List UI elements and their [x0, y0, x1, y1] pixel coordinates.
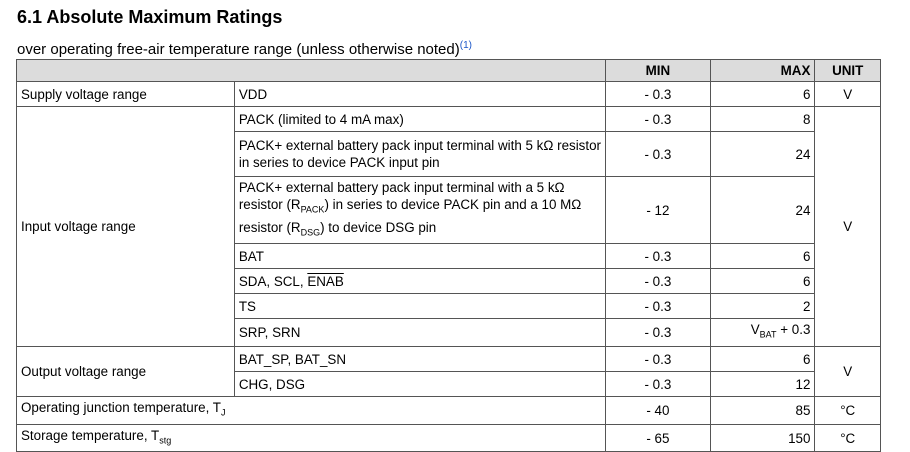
min-output-2: - 0.3: [605, 371, 711, 398]
header-max: MAX: [709, 59, 816, 82]
header-param: [15, 59, 607, 82]
max-output-2: 12: [709, 371, 816, 398]
min-input-2: - 0.3: [605, 131, 711, 177]
cond-input-2: PACK+ external battery pack input termin…: [233, 131, 607, 177]
min-storage: - 65: [605, 423, 711, 452]
cond-supply: VDD: [233, 81, 607, 107]
cond-input-3-b: ) in series to device PACK pin and a 10 …: [238, 197, 582, 235]
cond-input-5-enab: ENAB: [307, 273, 344, 289]
max-input-7: VBAT + 0.3: [709, 318, 816, 348]
table-row-storage: Storage temperature, Tstg - 65 150 °C: [15, 423, 881, 452]
cond-input-3-sub1: PACK: [300, 204, 325, 215]
max-input-4: 6: [709, 243, 816, 270]
param-junction-text: Operating junction temperature, T: [21, 400, 221, 416]
max-input-2: 24: [709, 131, 816, 177]
max-input-1: 8: [709, 106, 816, 132]
max-input-7-a: V: [750, 322, 760, 338]
table-row-input-2: PACK+ external battery pack input termin…: [17, 131, 881, 177]
unit-storage: °C: [814, 423, 881, 452]
param-storage-text: Storage temperature, T: [21, 427, 160, 443]
unit-input: V: [814, 105, 881, 348]
max-input-6: 2: [709, 293, 816, 320]
table-row-output-2: CHG, DSG - 0.3 12: [17, 371, 881, 398]
param-storage-sub: stg: [159, 435, 172, 446]
min-input-1: - 0.3: [605, 106, 711, 132]
subtitle-text: over operating free-air temperature rang…: [17, 41, 460, 58]
cond-input-1: PACK (limited to 4 mA max): [233, 106, 607, 132]
min-input-4: - 0.3: [605, 243, 711, 270]
cond-input-4: BAT: [233, 243, 607, 270]
table-row-supply: Supply voltage range VDD - 0.3 6 V: [16, 81, 881, 107]
header-unit: UNIT: [814, 59, 881, 82]
param-storage: Storage temperature, Tstg: [15, 423, 607, 452]
max-input-3: 24: [709, 175, 816, 245]
absolute-maximum-ratings-table: MIN MAX UNIT Supply voltage range VDD - …: [15, 59, 881, 452]
param-input: Input voltage range: [16, 105, 235, 348]
table-row-junction: Operating junction temperature, TJ - 40 …: [15, 396, 881, 425]
cond-input-5: SDA, SCL, ENAB: [233, 268, 607, 295]
param-output: Output voltage range: [16, 346, 235, 398]
min-input-3: - 12: [605, 175, 711, 245]
param-junction-sub: J: [220, 407, 226, 418]
min-junction: - 40: [605, 396, 711, 425]
max-junction: 85: [709, 396, 816, 425]
unit-junction: °C: [814, 396, 881, 425]
table-row-input-4: BAT - 0.3 6: [17, 243, 881, 270]
min-input-7: - 0.3: [605, 318, 711, 348]
table-row-input-1: Input voltage range PACK (limited to 4 m…: [16, 105, 881, 348]
header-min: MIN: [605, 59, 711, 82]
max-output-1: 6: [709, 346, 816, 373]
min-supply: - 0.3: [605, 81, 711, 107]
cond-input-3-c: ) to device DSG pin: [320, 219, 437, 235]
table-subtitle: over operating free-air temperature rang…: [17, 40, 472, 58]
max-storage: 150: [709, 423, 816, 452]
min-input-6: - 0.3: [605, 293, 711, 320]
cond-input-3-a: PACK+ external battery pack input termin…: [238, 180, 565, 212]
param-junction: Operating junction temperature, TJ: [15, 396, 607, 425]
unit-output: V: [814, 346, 881, 398]
cond-input-6: TS: [233, 293, 607, 320]
cond-output-1: BAT_SP, BAT_SN: [233, 346, 607, 373]
table-row-input-7: SRP, SRN - 0.3 VBAT + 0.3: [17, 318, 881, 348]
cond-output-2: CHG, DSG: [233, 371, 607, 398]
max-supply: 6: [709, 81, 816, 107]
min-input-5: - 0.3: [605, 268, 711, 295]
max-input-5: 6: [709, 268, 816, 295]
param-supply: Supply voltage range: [16, 81, 235, 107]
table-row-output-1: Output voltage range BAT_SP, BAT_SN - 0.…: [16, 346, 881, 398]
max-input-7-sub: BAT: [759, 330, 777, 341]
table-header-row: MIN MAX UNIT: [15, 59, 881, 82]
section-title: 6.1 Absolute Maximum Ratings: [17, 7, 283, 27]
unit-supply: V: [814, 81, 881, 107]
cond-input-7: SRP, SRN: [233, 318, 607, 348]
table-row-input-6: TS - 0.3 2: [17, 293, 881, 320]
footnote-link[interactable]: (1): [459, 40, 472, 51]
cond-input-3: PACK+ external battery pack input termin…: [233, 175, 607, 245]
min-output-1: - 0.3: [605, 346, 711, 373]
cond-input-3-sub2: DSG: [300, 227, 321, 238]
table-row-input-3: PACK+ external battery pack input termin…: [17, 175, 881, 245]
cond-input-5-a: SDA, SCL,: [238, 273, 308, 289]
max-input-7-b: + 0.3: [776, 322, 811, 338]
